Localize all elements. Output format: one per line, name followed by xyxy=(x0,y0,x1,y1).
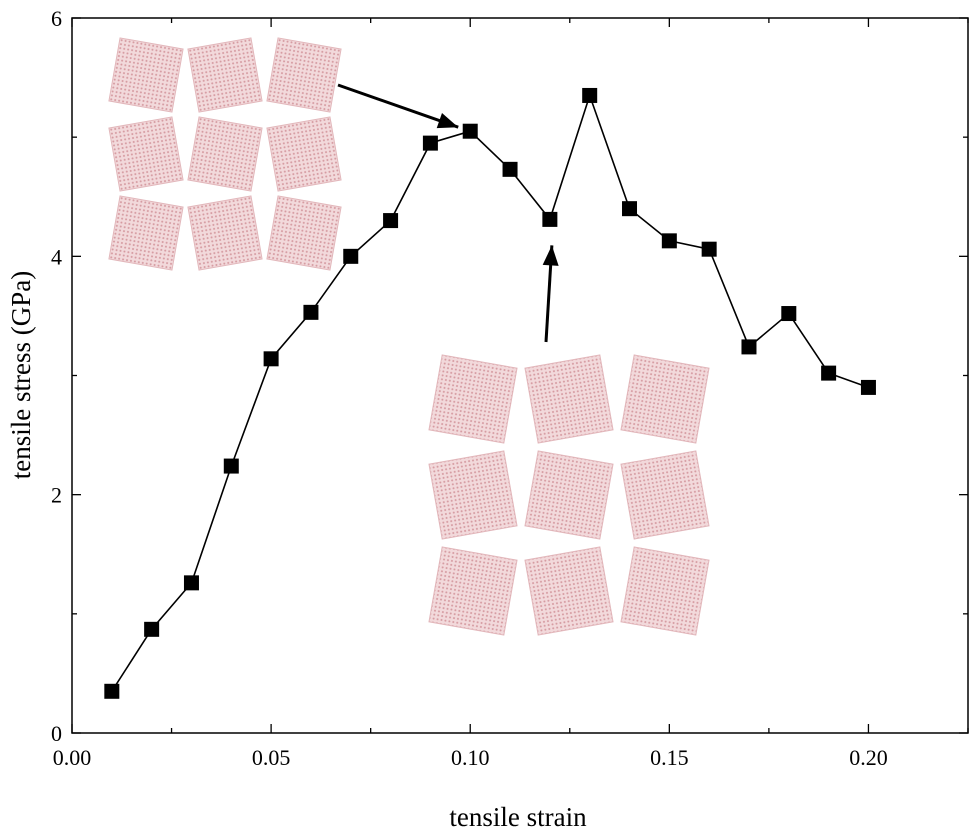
data-point xyxy=(542,211,558,227)
y-axis-title: tensile stress (GPa) xyxy=(6,271,36,479)
structure-inset-peak xyxy=(108,37,342,271)
data-point xyxy=(263,351,279,367)
data-point xyxy=(661,233,677,249)
x-tick-label: 0.00 xyxy=(53,745,92,770)
data-point xyxy=(781,306,797,322)
data-point xyxy=(582,87,598,103)
series-markers xyxy=(104,87,876,699)
data-point xyxy=(502,161,518,177)
data-point xyxy=(383,213,399,229)
tick-labels: 0.00 0.05 0.10 0.15 0.20 0 2 4 6 xyxy=(51,6,888,770)
data-point xyxy=(223,458,239,474)
y-tick-label: 0 xyxy=(51,721,62,746)
x-tick-label: 0.05 xyxy=(252,745,291,770)
data-point xyxy=(144,621,160,637)
data-point xyxy=(104,683,120,699)
data-point xyxy=(183,575,199,591)
x-tick-label: 0.10 xyxy=(451,745,490,770)
y-tick-label: 4 xyxy=(51,244,62,269)
data-point xyxy=(462,123,478,139)
data-point xyxy=(701,241,717,257)
x-tick-label: 0.20 xyxy=(849,745,888,770)
data-point xyxy=(422,135,438,151)
series-line xyxy=(111,92,869,692)
data-point xyxy=(303,304,319,320)
data-point xyxy=(741,339,757,355)
arrow-to-peak xyxy=(337,83,459,129)
structure-inset-dip xyxy=(428,354,710,636)
annotation-arrows xyxy=(337,83,559,343)
x-axis-title: tensile strain xyxy=(449,802,587,832)
x-tick-label: 0.15 xyxy=(650,745,689,770)
data-point xyxy=(821,365,837,381)
y-tick-label: 2 xyxy=(51,483,62,508)
axis-ticks xyxy=(71,17,969,734)
data-point xyxy=(622,201,638,217)
data-point xyxy=(860,379,876,395)
data-point xyxy=(343,248,359,264)
arrow-to-dip xyxy=(542,245,559,343)
structure-insets xyxy=(108,37,710,636)
y-tick-label: 6 xyxy=(51,6,62,31)
